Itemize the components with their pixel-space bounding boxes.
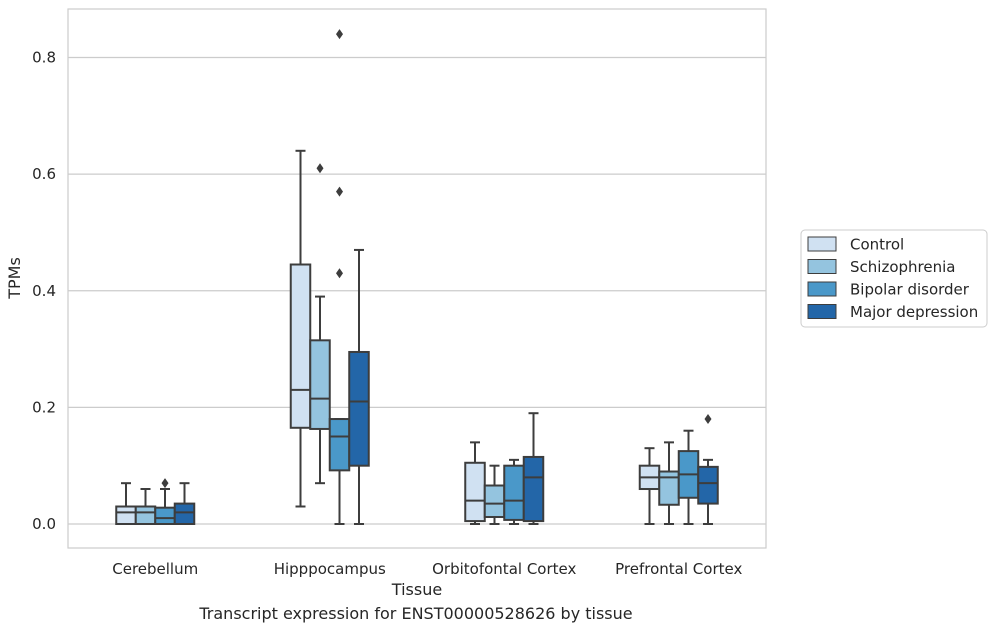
plot-area-frame bbox=[67, 8, 767, 549]
legend-swatch bbox=[807, 236, 837, 252]
box-body bbox=[134, 505, 157, 526]
legend-frame bbox=[800, 229, 988, 328]
legend-swatch bbox=[807, 281, 837, 297]
box-body bbox=[483, 484, 506, 519]
box bbox=[309, 163, 331, 485]
legend-label: Bipolar disorder bbox=[850, 281, 970, 299]
y-tick-label: 0.4 bbox=[32, 282, 56, 300]
outlier-point bbox=[336, 186, 343, 197]
box-body bbox=[173, 502, 196, 526]
box bbox=[328, 29, 351, 525]
box-body bbox=[309, 339, 331, 430]
legend-swatch bbox=[807, 259, 837, 274]
box bbox=[677, 429, 700, 525]
box-body bbox=[503, 464, 525, 521]
box bbox=[522, 412, 545, 525]
x-tick-label: Prefrontal Cortex bbox=[615, 560, 742, 578]
x-axis-ticks: Cerebellum Hipppocampus Orbitofontal Corte… bbox=[112, 560, 742, 578]
box bbox=[173, 482, 196, 526]
y-tick-label: 0.8 bbox=[32, 49, 56, 67]
box-body bbox=[289, 263, 312, 429]
outlier-point bbox=[161, 478, 169, 489]
legend-label: Schizophrenia bbox=[850, 258, 955, 276]
box-body bbox=[154, 506, 176, 525]
box-body bbox=[697, 465, 719, 505]
y-tick-label: 0.6 bbox=[32, 165, 56, 183]
box bbox=[134, 488, 157, 526]
box bbox=[638, 447, 661, 525]
y-tick-label: 0.0 bbox=[32, 515, 56, 533]
box bbox=[464, 441, 486, 525]
y-axis-ticks: 0.0 0.2 0.4 0.6 0.8 bbox=[32, 49, 56, 534]
outlier-point bbox=[316, 163, 324, 174]
box bbox=[115, 482, 137, 526]
x-tick-label: Hipppocampus bbox=[274, 560, 386, 578]
legend: Control Schizophrenia Bipolar disorder Majo… bbox=[800, 229, 988, 328]
box-body bbox=[348, 350, 370, 467]
legend-label: Control bbox=[850, 236, 904, 254]
outlier-point bbox=[336, 268, 343, 279]
box bbox=[289, 149, 312, 508]
y-tick-label: 0.2 bbox=[32, 398, 56, 416]
outlier-point bbox=[336, 29, 343, 40]
box bbox=[503, 458, 525, 525]
boxes bbox=[115, 29, 719, 526]
x-tick-label: Cerebellum bbox=[112, 560, 198, 578]
box-body bbox=[115, 505, 137, 526]
legend-label: Major depression bbox=[850, 303, 978, 321]
box bbox=[483, 464, 506, 525]
box bbox=[154, 478, 176, 525]
box bbox=[348, 248, 370, 525]
gridlines bbox=[68, 56, 766, 525]
outlier-point bbox=[704, 414, 712, 425]
box bbox=[697, 414, 719, 525]
y-axis-label: TPMs bbox=[5, 257, 24, 300]
box bbox=[658, 441, 680, 525]
box-body bbox=[328, 418, 351, 472]
box-body bbox=[464, 461, 486, 523]
legend-swatch bbox=[807, 304, 837, 319]
x-tick-label: Orbitofontal Cortex bbox=[432, 560, 576, 578]
box-body bbox=[522, 455, 545, 523]
x-axis-label: Tissue bbox=[391, 580, 442, 599]
chart-caption: Transcript expression for ENST0000052862… bbox=[199, 604, 633, 623]
